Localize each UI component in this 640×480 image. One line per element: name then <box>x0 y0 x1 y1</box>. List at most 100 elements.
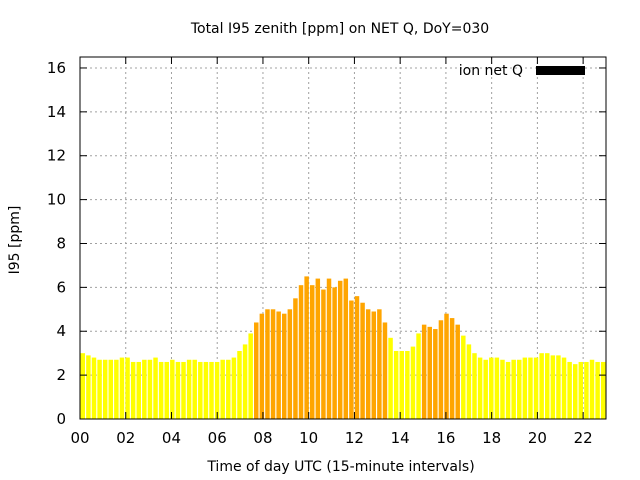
bar <box>147 359 153 419</box>
bar <box>461 335 466 419</box>
bar <box>142 359 147 419</box>
bar <box>170 359 175 419</box>
legend-swatch <box>536 66 585 75</box>
bar <box>209 361 214 419</box>
x-tick-label: 04 <box>162 429 181 447</box>
bar <box>393 350 399 419</box>
bar <box>545 353 550 419</box>
bar <box>421 324 427 419</box>
bar <box>220 359 225 419</box>
bar <box>231 357 237 419</box>
bar <box>365 309 371 419</box>
bar <box>561 357 567 419</box>
bar <box>158 361 164 419</box>
bar <box>91 357 97 419</box>
bar <box>282 313 287 419</box>
bar <box>136 361 141 419</box>
bar <box>86 355 91 419</box>
x-axis-label: Time of day UTC (15-minute intervals) <box>206 459 474 475</box>
x-tick-label: 02 <box>116 429 135 447</box>
bar <box>466 344 472 419</box>
bar <box>164 361 169 419</box>
y-tick-label: 14 <box>47 103 66 121</box>
bar <box>589 359 595 419</box>
bar <box>125 357 130 419</box>
bar <box>259 313 265 419</box>
bar <box>533 357 539 419</box>
bar <box>265 309 270 419</box>
bar <box>405 350 410 419</box>
bar <box>449 318 455 419</box>
legend: ion net Q <box>459 63 585 79</box>
bar <box>399 350 404 419</box>
bar <box>226 359 231 419</box>
bar <box>298 285 304 419</box>
bar <box>567 361 572 419</box>
bar <box>360 302 365 419</box>
bar <box>354 296 360 419</box>
bar <box>377 309 382 419</box>
y-tick-label: 16 <box>47 59 66 77</box>
x-tick-label: 06 <box>208 429 227 447</box>
bar <box>119 357 125 419</box>
bar <box>539 353 544 419</box>
x-tick-label: 10 <box>299 429 318 447</box>
bar <box>382 322 388 419</box>
bars <box>80 276 606 419</box>
legend-label: ion net Q <box>459 63 523 79</box>
y-tick-label: 6 <box>56 278 66 296</box>
bar <box>584 361 589 419</box>
bar <box>438 320 444 419</box>
bar <box>326 278 332 419</box>
bar <box>114 359 119 419</box>
y-tick-label: 4 <box>56 322 66 340</box>
x-tick-label: 20 <box>528 429 547 447</box>
x-tick-label: 16 <box>436 429 455 447</box>
bar <box>192 359 197 419</box>
bar <box>198 361 203 419</box>
x-tick-label: 12 <box>345 429 364 447</box>
bar <box>186 359 192 419</box>
bar <box>427 326 432 419</box>
bar <box>304 276 309 419</box>
bar <box>203 361 209 419</box>
x-tick-label: 00 <box>70 429 89 447</box>
bar <box>102 359 108 419</box>
bar <box>517 359 522 419</box>
bar <box>444 313 449 419</box>
bar <box>248 333 253 419</box>
bar <box>97 359 102 419</box>
bar <box>528 357 533 419</box>
chart-title: Total I95 zenith [ppm] on NET Q, DoY=030 <box>190 21 489 37</box>
bar <box>237 350 242 419</box>
bar <box>595 361 600 419</box>
bar <box>293 298 298 419</box>
bar <box>175 361 181 419</box>
y-tick-label: 0 <box>56 410 66 428</box>
x-tick-label: 08 <box>253 429 272 447</box>
bar <box>287 309 293 419</box>
bar <box>388 337 393 419</box>
bar <box>522 357 528 419</box>
bar <box>410 346 416 419</box>
y-tick-label: 2 <box>56 366 66 384</box>
y-tick-label: 12 <box>47 147 66 165</box>
bar <box>321 289 326 419</box>
bar <box>108 359 114 419</box>
bar <box>130 361 136 419</box>
y-tick-label: 10 <box>47 191 66 209</box>
x-tick-label: 18 <box>482 429 501 447</box>
bar <box>572 364 578 419</box>
bar <box>254 322 259 419</box>
bar <box>600 361 606 419</box>
bar <box>214 361 220 419</box>
bar <box>153 357 158 419</box>
bar <box>494 357 500 419</box>
bar <box>416 333 421 419</box>
bar <box>472 353 477 419</box>
bar <box>556 355 561 419</box>
bar <box>315 278 321 419</box>
y-axis-label: I95 [ppm] <box>7 206 23 275</box>
